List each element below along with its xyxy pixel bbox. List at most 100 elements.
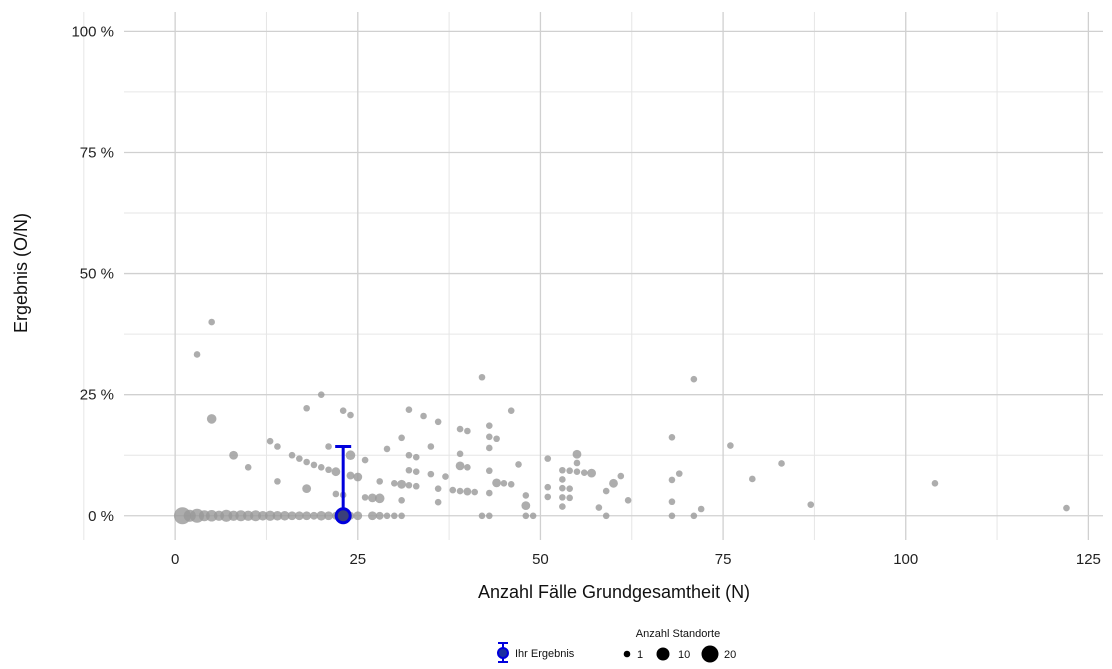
data-point [250, 510, 261, 522]
data-point [229, 450, 238, 460]
data-point [235, 510, 247, 522]
data-point [391, 512, 398, 520]
data-point [1063, 504, 1070, 512]
y-axis-ticks: 0 % 25 % 50 % 75 % 100 % [71, 23, 114, 524]
data-point [391, 480, 398, 487]
data-point [398, 512, 405, 520]
data-point [346, 471, 355, 480]
data-point [544, 493, 552, 501]
x-tick-label: 25 [349, 551, 366, 568]
x-tick-label: 125 [1076, 551, 1101, 568]
data-point [310, 461, 318, 469]
data-point [206, 414, 217, 424]
data-point [420, 412, 427, 420]
data-point [302, 484, 312, 494]
legend-highlight: Ihr Ergebnis [497, 642, 575, 663]
data-point [455, 461, 465, 471]
data-point [345, 450, 356, 461]
legend-size-title: Anzahl Standorte [636, 628, 720, 640]
data-point [317, 464, 325, 471]
data-point [668, 498, 676, 506]
data-point [383, 512, 391, 520]
legend-size: Anzahl Standorte 1 10 20 [623, 628, 736, 663]
data-point [303, 404, 310, 412]
data-point [668, 476, 676, 484]
data-point [383, 445, 391, 453]
data-point [325, 443, 332, 450]
legend-highlight-marker [497, 647, 509, 659]
data-point [243, 510, 254, 521]
data-point [778, 460, 785, 467]
x-axis-ticks: 0 25 50 75 100 125 [171, 551, 1101, 568]
data-point [287, 511, 297, 521]
data-point [361, 494, 369, 501]
data-point [303, 458, 310, 466]
data-point [668, 434, 676, 441]
data-point [485, 433, 493, 441]
data-point [485, 512, 493, 520]
x-tick-label: 50 [532, 551, 549, 568]
y-tick-label: 50 % [80, 266, 114, 283]
data-point [412, 482, 420, 490]
data-points [173, 318, 1070, 525]
data-point [690, 375, 698, 383]
data-point [375, 511, 384, 520]
data-point [412, 453, 420, 461]
data-point [353, 472, 363, 482]
data-point [296, 455, 303, 462]
data-point [294, 511, 304, 521]
data-point [522, 492, 530, 499]
data-point [405, 466, 413, 474]
data-point [412, 468, 420, 475]
data-point [310, 511, 318, 520]
legend-highlight-label: Ihr Ergebnis [515, 648, 575, 660]
data-point [478, 373, 486, 381]
data-point [220, 509, 233, 522]
legend-size-marker-10 [656, 647, 670, 661]
data-point [258, 510, 268, 521]
data-point [609, 478, 618, 488]
data-point [464, 464, 471, 471]
data-point [697, 505, 705, 513]
data-point [485, 422, 493, 429]
data-point [368, 493, 377, 503]
data-point [228, 510, 239, 521]
data-point [464, 427, 471, 435]
data-point [434, 485, 442, 492]
data-point [339, 407, 347, 414]
data-point [507, 407, 515, 414]
data-point [374, 493, 385, 504]
data-point [264, 510, 276, 521]
data-point [405, 451, 413, 459]
data-point [456, 487, 464, 495]
data-point [529, 512, 537, 520]
data-point [198, 510, 210, 522]
data-point [485, 489, 493, 497]
data-point [559, 503, 566, 510]
data-point [573, 468, 581, 475]
x-tick-label: 100 [893, 551, 918, 568]
data-point [274, 478, 281, 485]
data-point [522, 512, 530, 520]
data-point [266, 437, 274, 445]
data-point [668, 512, 676, 520]
data-point [208, 318, 215, 326]
data-point [807, 501, 815, 508]
data-point [442, 473, 449, 480]
data-point [471, 488, 478, 496]
data-point [398, 496, 405, 504]
data-point [272, 510, 283, 521]
data-point [587, 468, 596, 478]
data-point [325, 466, 332, 474]
data-point [405, 406, 413, 413]
legend: Ihr Ergebnis Anzahl Standorte 1 10 20 [497, 628, 736, 663]
data-point [427, 443, 435, 450]
data-point [463, 487, 472, 496]
x-tick-label: 0 [171, 551, 179, 568]
data-point [624, 496, 632, 504]
highlight-result [334, 445, 352, 525]
data-point [485, 444, 493, 452]
data-point [397, 479, 407, 489]
data-point [405, 481, 413, 489]
